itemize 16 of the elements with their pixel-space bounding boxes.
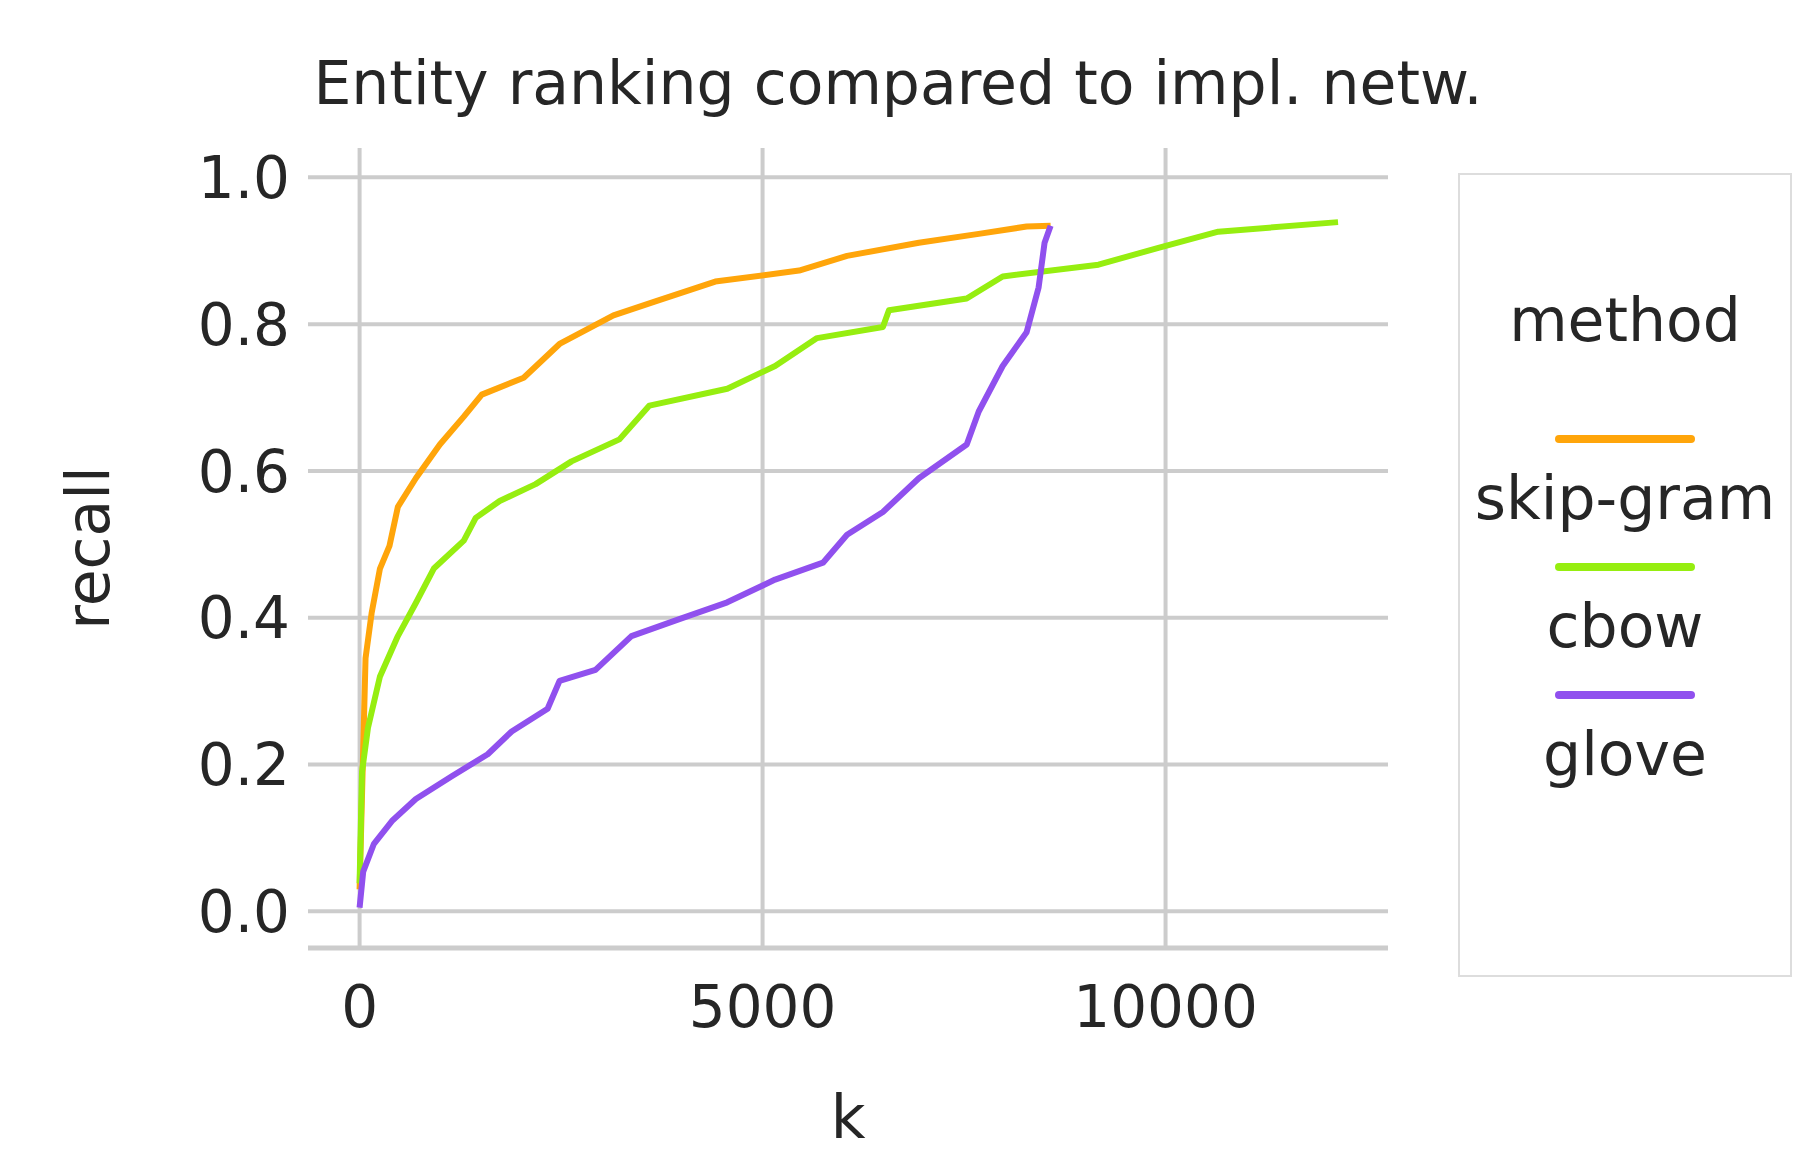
y-tick-label: 1.0 [197, 143, 290, 212]
legend-title: method [1508, 285, 1742, 355]
y-tick-label: 0.4 [197, 584, 290, 653]
y-tick-label: 0.6 [197, 437, 290, 506]
x-tick-label: 5000 [688, 973, 837, 1042]
y-tick-label: 0.2 [197, 731, 290, 800]
legend-label: cbow [1545, 591, 1705, 661]
chart-title: Entity ranking compared to impl. netw. [312, 48, 1484, 118]
legend-label: glove [1542, 719, 1708, 789]
x-tick-label: 10000 [1073, 973, 1258, 1042]
y-axis-title: recall [53, 466, 124, 630]
x-tick-label: 0 [341, 973, 379, 1042]
y-tick-label: 0.8 [197, 290, 290, 359]
x-axis-title: k [830, 1082, 866, 1152]
legend-label: skip-gram [1473, 463, 1777, 533]
y-tick-label: 0.0 [197, 877, 290, 946]
